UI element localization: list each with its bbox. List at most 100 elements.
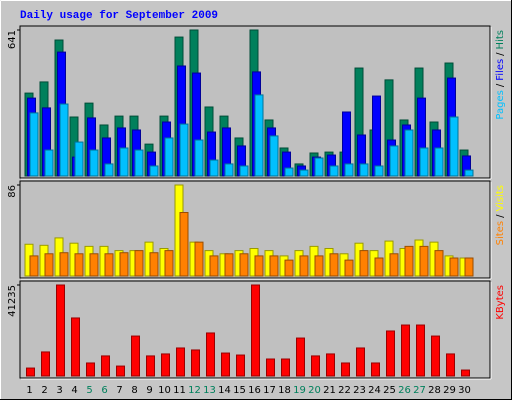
bar [281,358,290,377]
bar [164,250,174,277]
bar [344,259,354,277]
bar [89,149,99,177]
x-tick-label: 21 [323,385,336,396]
x-tick-label: 29 [443,385,456,396]
bar [119,252,129,277]
legend-entry: Pages [495,90,506,119]
bar [299,169,309,177]
bar [29,255,39,277]
bar [431,335,440,377]
bar [116,365,125,377]
legend-entry: Hits [495,30,506,49]
chart-title: Daily usage for September 2009 [20,10,218,22]
bar [329,253,339,277]
x-tick-label: 16 [248,385,261,396]
bar [359,163,369,177]
bar [389,145,399,177]
bar [161,353,170,377]
bar [284,259,294,277]
bar [341,362,350,377]
legend-separator: / [495,52,506,56]
legend-entry: Sites [495,221,506,245]
bar [104,163,114,177]
bar [372,95,381,177]
bar [284,167,294,177]
bar [449,257,459,277]
x-tick-label: 10 [158,385,171,396]
bar [131,335,140,377]
x-tick-label: 17 [263,385,276,396]
bar [404,129,414,177]
bar [314,157,324,177]
x-tick-label: 2 [41,385,47,396]
x-tick-label: 28 [428,385,441,396]
x-tick-label: 24 [368,385,381,396]
bar [419,245,429,277]
bar [224,163,234,177]
bar [314,255,324,277]
bar [434,250,444,277]
x-tick-label: 27 [413,385,426,396]
x-tick-label: 7 [116,385,122,396]
legend-separator: / [495,83,506,87]
bar [26,367,35,377]
x-tick-label: 3 [56,385,62,396]
bar [464,169,474,177]
legend: Pages / Files / Hits [495,30,506,120]
x-tick-label: 20 [308,385,321,396]
bar [86,362,95,377]
bar [74,253,84,277]
legend-entry: Files [495,59,506,81]
bar [149,252,159,277]
bar [329,165,339,177]
bar [239,253,249,277]
bar [179,212,189,277]
x-tick-label: 8 [131,385,137,396]
x-tick-label: 9 [146,385,152,396]
x-tick-label: 1 [26,385,32,396]
bar [164,137,174,177]
bar [71,317,80,377]
bar [191,349,200,377]
bar [461,369,470,377]
bar [401,324,410,377]
bar [359,250,369,277]
legend: KBytes [495,285,506,320]
bar [344,163,354,177]
x-tick-label: 14 [218,385,231,396]
bar [44,149,54,177]
bar [254,255,264,277]
bar [89,253,99,277]
bar [296,337,305,377]
x-tick-label: 25 [383,385,396,396]
bar [149,165,159,177]
bar [146,355,155,377]
bar [194,241,204,277]
bar [254,94,264,177]
bar [29,112,39,177]
bar [356,347,365,377]
bar [209,159,219,177]
x-tick-label: 26 [398,385,411,396]
bar [119,147,129,177]
bar [266,358,275,377]
bar [239,165,249,177]
bar [41,351,50,377]
bar [56,284,65,377]
bar [446,353,455,377]
x-tick-label: 18 [278,385,291,396]
x-tick-label: 5 [86,385,92,396]
bar [404,245,414,277]
bar [311,355,320,377]
bar [179,123,189,177]
bar [371,362,380,377]
x-tick-label: 19 [293,385,306,396]
bar [59,252,69,277]
bar [416,324,425,377]
legend-entry: Visits [495,185,506,212]
x-tick-label: 4 [71,385,77,396]
bar [389,253,399,277]
bar [269,135,279,177]
x-tick-label: 15 [233,385,246,396]
